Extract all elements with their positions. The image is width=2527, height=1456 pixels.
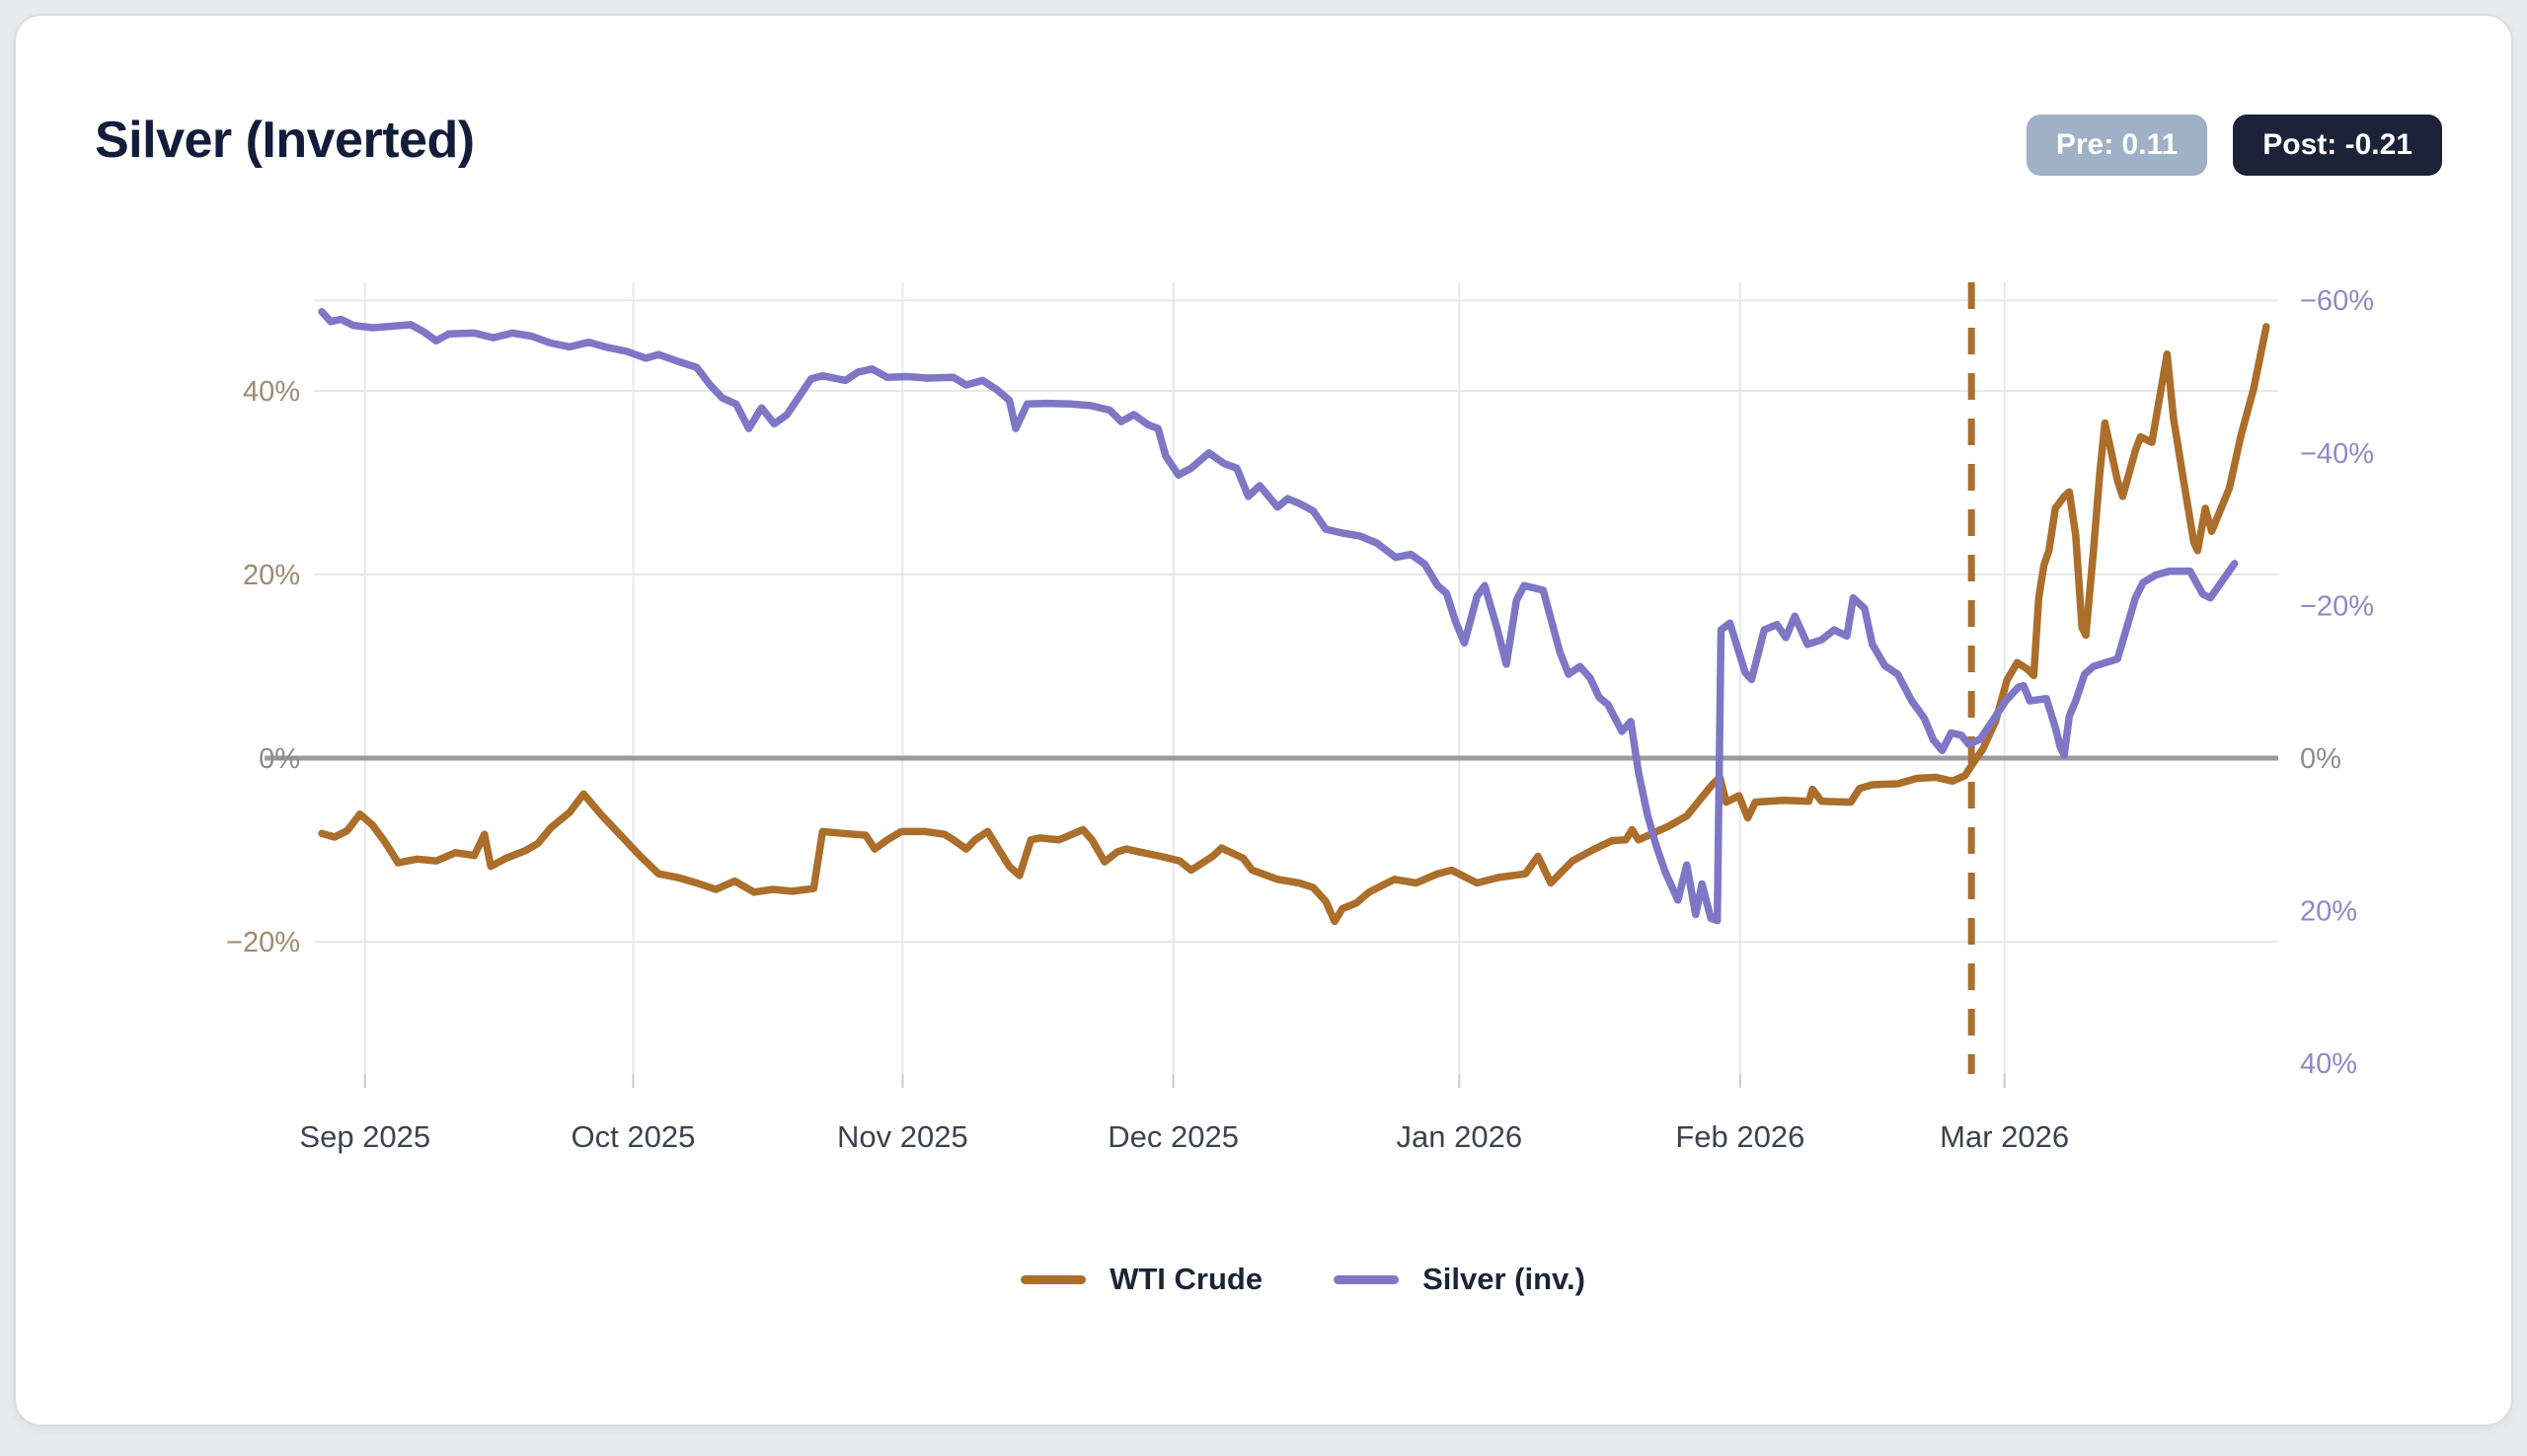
right-axis-tick-label: −60% bbox=[2300, 285, 2374, 317]
month-gridlines bbox=[363, 282, 2006, 1088]
x-axis-labels: Sep 2025 Oct 2025 Nov 2025 Dec 2025 Jan 2026… bbox=[299, 1119, 2069, 1154]
legend-item-silver: Silver (inv.) bbox=[1334, 1262, 1585, 1297]
x-axis-tick-label: Mar 2026 bbox=[1940, 1119, 2069, 1154]
correlation-badges: Pre: 0.11 Post: -0.21 bbox=[2026, 115, 2442, 176]
right-axis-tick-label: 0% bbox=[2300, 743, 2341, 775]
wti-crude-line bbox=[318, 323, 2270, 926]
correlation-chart: 40% 20% 0% −20% −60% −40% −20% 0% 20% 40% Sep 2025… bbox=[226, 282, 2374, 1154]
right-axis-tick-label: 20% bbox=[2300, 896, 2357, 928]
x-axis-tick-label: Sep 2025 bbox=[299, 1119, 430, 1154]
chart-legend: WTI Crude Silver (inv.) bbox=[39, 1262, 2527, 1297]
right-axis-tick-label: −20% bbox=[2300, 590, 2374, 622]
silver-inverted-line bbox=[318, 308, 2239, 925]
x-axis-tick-label: Oct 2025 bbox=[572, 1119, 696, 1154]
x-axis-tick-label: Nov 2025 bbox=[837, 1119, 968, 1154]
silver-line-swatch-icon bbox=[1334, 1274, 1400, 1284]
right-axis-tick-label: 40% bbox=[2300, 1048, 2357, 1080]
x-axis-tick-label: Feb 2026 bbox=[1675, 1119, 1804, 1154]
silver-legend-label: Silver (inv.) bbox=[1422, 1262, 1585, 1296]
post-correlation-badge: Post: -0.21 bbox=[2233, 115, 2442, 176]
right-axis-tick-label: −40% bbox=[2300, 438, 2374, 470]
page-title: Silver (Inverted) bbox=[95, 112, 475, 169]
right-axis-labels: −60% −40% −20% 0% 20% 40% bbox=[2300, 285, 2374, 1080]
wti-line-swatch-icon bbox=[1021, 1274, 1087, 1284]
chart-card: Silver (Inverted) Pre: 0.11 Post: -0.21 … bbox=[14, 14, 2513, 1426]
x-axis-tick-label: Jan 2026 bbox=[1397, 1119, 1523, 1154]
left-axis-tick-label: 20% bbox=[243, 560, 300, 591]
wti-legend-label: WTI Crude bbox=[1110, 1262, 1264, 1296]
pre-correlation-badge: Pre: 0.11 bbox=[2026, 115, 2208, 176]
left-axis-tick-label: 40% bbox=[243, 376, 300, 408]
x-axis-tick-label: Dec 2025 bbox=[1108, 1119, 1239, 1154]
left-axis-tick-label: −20% bbox=[226, 927, 300, 958]
left-axis-labels: 40% 20% 0% −20% bbox=[226, 376, 300, 958]
value-gridlines bbox=[314, 299, 2278, 943]
left-axis-tick-label: 0% bbox=[259, 743, 300, 775]
legend-item-wti: WTI Crude bbox=[1021, 1262, 1263, 1297]
